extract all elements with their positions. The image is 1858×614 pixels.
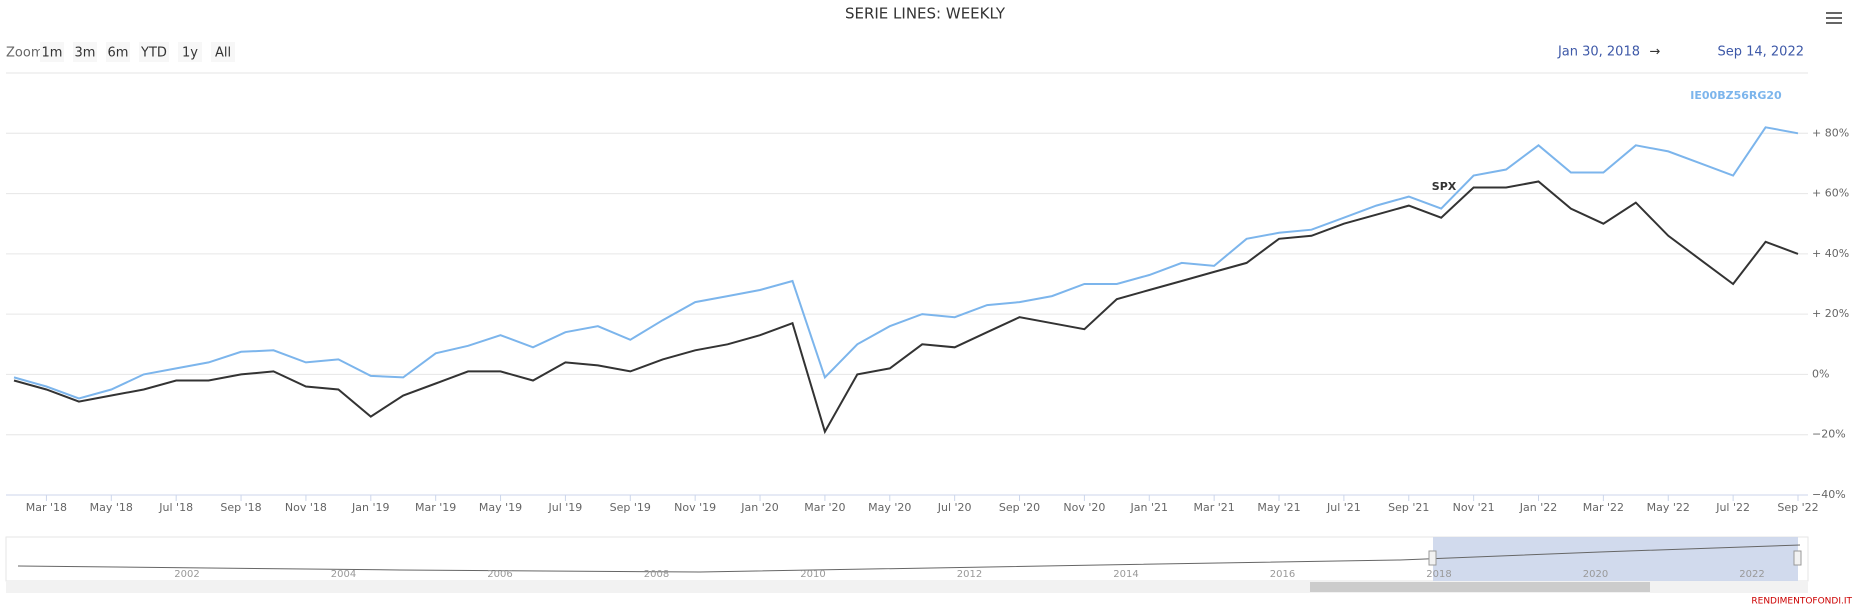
series-label[interactable]: SPX <box>1432 180 1457 193</box>
navigator-label: 2006 <box>487 569 512 580</box>
x-tick-label: May '21 <box>1257 501 1300 514</box>
x-tick-label: May '20 <box>868 501 911 514</box>
navigator-label: 2018 <box>1426 569 1451 580</box>
y-tick-label: + 20% <box>1812 307 1849 320</box>
zoom-label: Zoom <box>6 46 43 61</box>
chart-title: SERIE LINES: WEEKLY <box>845 5 1006 23</box>
x-tick-label: Mar '20 <box>804 501 845 514</box>
zoom-button-label[interactable]: 3m <box>75 46 96 61</box>
x-tick-label: Nov '21 <box>1453 501 1495 514</box>
y-tick-label: 0% <box>1812 367 1829 380</box>
x-tick-label: Jul '19 <box>548 501 583 514</box>
y-tick-label: −20% <box>1812 428 1846 441</box>
zoom-button-label[interactable]: 6m <box>108 46 129 61</box>
x-tick-label: May '22 <box>1647 501 1690 514</box>
x-tick-label: Jul '22 <box>1715 501 1750 514</box>
navigator-label: 2014 <box>1113 569 1138 580</box>
navigator-label: 2020 <box>1583 569 1608 580</box>
y-tick-label: −40% <box>1812 488 1846 501</box>
zoom-button[interactable] <box>40 42 64 62</box>
x-tick-label: Jan '20 <box>740 501 778 514</box>
x-tick-label: Nov '20 <box>1063 501 1105 514</box>
navigator-label: 2022 <box>1739 569 1764 580</box>
menu-icon[interactable] <box>1826 12 1842 24</box>
x-tick-label: May '18 <box>90 501 133 514</box>
x-tick-label: Jan '22 <box>1519 501 1557 514</box>
y-tick-label: + 80% <box>1812 126 1849 139</box>
zoom-button-label[interactable]: 1m <box>42 46 63 61</box>
x-tick-label: Sep '20 <box>999 501 1040 514</box>
x-tick-label: Sep '18 <box>220 501 261 514</box>
credits[interactable]: RENDIMENTOFONDI.IT <box>1751 597 1852 607</box>
x-tick-label: Nov '18 <box>285 501 327 514</box>
x-tick-label: Jan '19 <box>351 501 389 514</box>
x-tick-label: May '19 <box>479 501 522 514</box>
navigator-label: 2008 <box>644 569 669 580</box>
x-tick-label: Jul '21 <box>1326 501 1361 514</box>
navigator-label: 2002 <box>174 569 199 580</box>
range-to[interactable]: Sep 14, 2022 <box>1717 45 1804 60</box>
navigator-label: 2010 <box>800 569 825 580</box>
x-tick-label: Sep '22 <box>1777 501 1818 514</box>
y-tick-label: + 40% <box>1812 247 1849 260</box>
navigator-label: 2016 <box>1270 569 1295 580</box>
zoom-button-label[interactable]: 1y <box>182 46 198 61</box>
x-tick-label: Mar '19 <box>415 501 456 514</box>
x-tick-label: Jul '18 <box>158 501 193 514</box>
x-tick-label: Mar '18 <box>26 501 67 514</box>
zoom-button[interactable] <box>211 42 235 62</box>
x-tick-label: Jul '20 <box>937 501 972 514</box>
zoom-button[interactable] <box>106 42 130 62</box>
x-tick-label: Jan '21 <box>1130 501 1168 514</box>
x-tick-label: Sep '19 <box>610 501 651 514</box>
x-tick-label: Mar '21 <box>1194 501 1235 514</box>
zoom-button[interactable] <box>139 42 169 62</box>
series-line <box>13 126 1799 400</box>
navigator-label: 2012 <box>957 569 982 580</box>
zoom-button-label[interactable]: YTD <box>140 46 167 61</box>
zoom-button-label[interactable]: All <box>215 46 231 61</box>
series-line <box>13 180 1799 435</box>
x-tick-label: Nov '19 <box>674 501 716 514</box>
x-tick-label: Sep '21 <box>1388 501 1429 514</box>
navigator-label: 2004 <box>331 569 356 580</box>
series-label[interactable]: IE00BZ56RG20 <box>1690 89 1782 102</box>
navigator <box>5 536 1809 593</box>
zoom-button[interactable] <box>178 42 202 62</box>
zoom-button[interactable] <box>73 42 97 62</box>
y-tick-label: + 60% <box>1812 187 1849 200</box>
range-from[interactable]: Jan 30, 2018 <box>1557 45 1640 60</box>
x-tick-label: Mar '22 <box>1583 501 1624 514</box>
range-arrow: → <box>1650 45 1661 60</box>
